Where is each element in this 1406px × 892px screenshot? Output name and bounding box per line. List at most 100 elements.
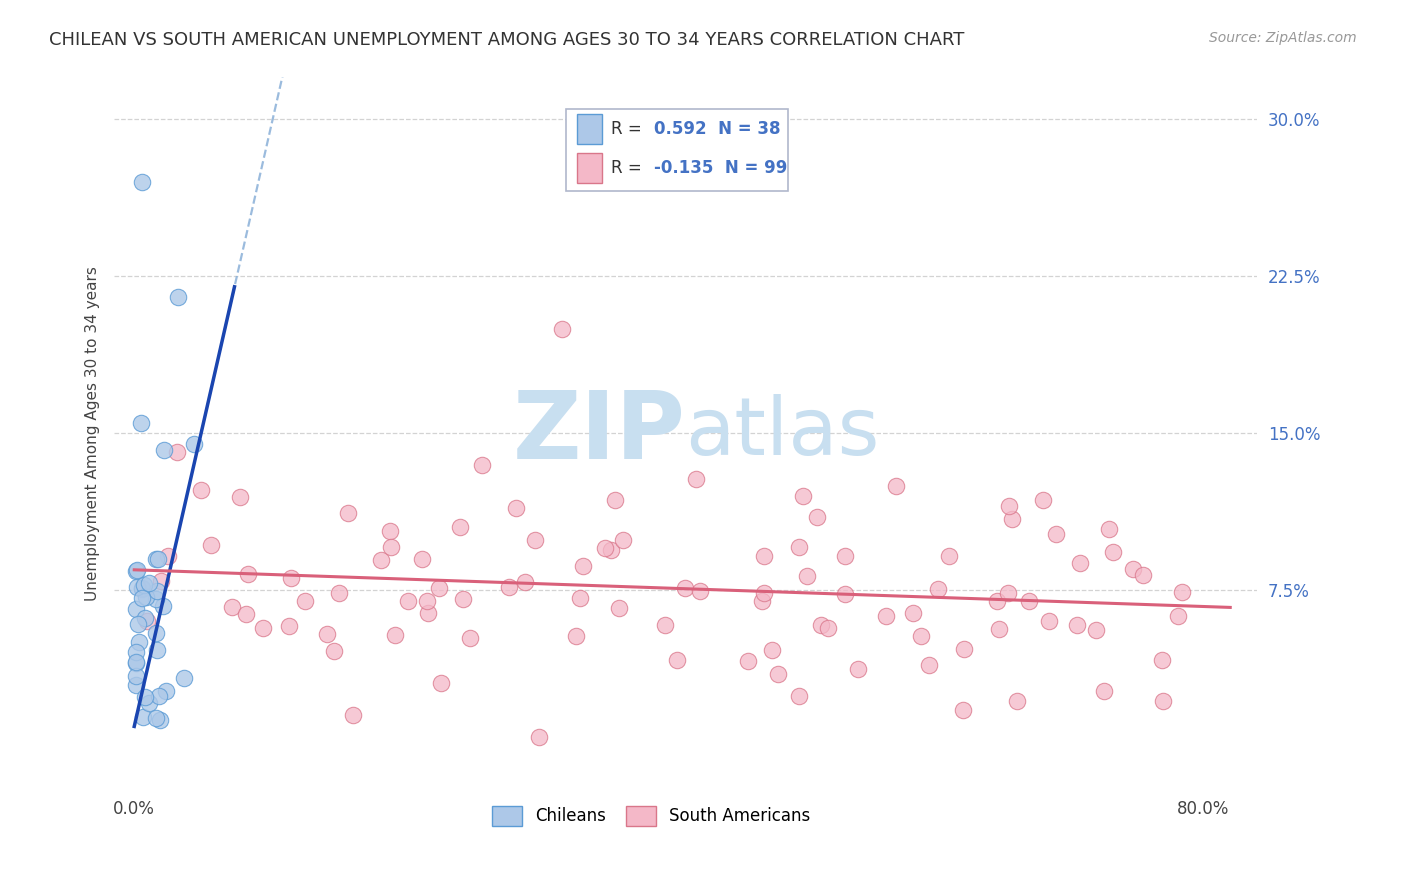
Point <box>134 611 156 625</box>
Point <box>131 709 153 723</box>
Point <box>229 490 252 504</box>
Point <box>523 533 546 547</box>
Point <box>149 574 172 589</box>
Point <box>1069 556 1091 570</box>
Point <box>145 626 167 640</box>
Point <box>834 549 856 563</box>
Point <box>498 580 520 594</box>
Point <box>1018 594 1040 608</box>
Point <box>810 617 832 632</box>
Point <box>135 590 157 604</box>
Point <box>572 558 595 573</box>
Point <box>134 690 156 705</box>
Point <box>1152 694 1174 708</box>
Point <box>752 549 775 563</box>
Point <box>380 540 402 554</box>
Point <box>200 538 222 552</box>
Point <box>458 631 481 645</box>
Point <box>605 493 627 508</box>
Point <box>952 703 974 717</box>
Point <box>565 629 588 643</box>
Point <box>128 634 150 648</box>
Point <box>380 524 402 538</box>
Text: CHILEAN VS SOUTH AMERICAN UNEMPLOYMENT AMONG AGES 30 TO 34 YEARS CORRELATION CHA: CHILEAN VS SOUTH AMERICAN UNEMPLOYMENT A… <box>49 31 965 49</box>
Point <box>673 581 696 595</box>
Point <box>787 690 810 704</box>
Point <box>685 472 707 486</box>
Text: Source: ZipAtlas.com: Source: ZipAtlas.com <box>1209 31 1357 45</box>
Point <box>1038 614 1060 628</box>
Point <box>145 711 167 725</box>
Text: 0.592  N = 38: 0.592 N = 38 <box>654 120 780 138</box>
Point <box>751 594 773 608</box>
Point <box>155 684 177 698</box>
Point <box>910 630 932 644</box>
Point <box>917 657 939 672</box>
Point <box>278 618 301 632</box>
Point <box>806 510 828 524</box>
Text: atlas: atlas <box>686 394 880 473</box>
Point <box>322 644 344 658</box>
Point <box>884 478 907 492</box>
Point <box>127 617 149 632</box>
Point <box>125 678 148 692</box>
Point <box>527 730 550 744</box>
Point <box>129 416 152 430</box>
Point <box>145 643 167 657</box>
Text: -0.135  N = 99: -0.135 N = 99 <box>654 159 787 177</box>
Point <box>337 506 360 520</box>
Point <box>138 696 160 710</box>
Point <box>131 582 153 596</box>
Text: ZIP: ZIP <box>513 387 686 479</box>
Point <box>737 654 759 668</box>
Point <box>145 552 167 566</box>
Point <box>145 591 167 606</box>
Point <box>370 553 392 567</box>
Point <box>752 585 775 599</box>
Point <box>568 591 591 605</box>
Point <box>315 627 337 641</box>
Point <box>953 641 976 656</box>
Point <box>1045 527 1067 541</box>
Point <box>986 593 1008 607</box>
Point <box>607 601 630 615</box>
Point <box>131 581 153 595</box>
Point <box>600 543 623 558</box>
Point <box>294 594 316 608</box>
Point <box>416 594 439 608</box>
Point <box>396 594 419 608</box>
Point <box>125 580 148 594</box>
Point <box>927 582 949 596</box>
Point <box>988 623 1011 637</box>
Point <box>612 533 634 548</box>
Point <box>938 549 960 563</box>
Point <box>515 574 537 589</box>
Point <box>1066 618 1088 632</box>
Point <box>1084 623 1107 637</box>
Point <box>1132 568 1154 582</box>
Point <box>328 586 350 600</box>
Point <box>817 621 839 635</box>
Bar <box>576 153 602 183</box>
Point <box>134 577 156 591</box>
Point <box>449 520 471 534</box>
Bar <box>576 114 602 145</box>
Point <box>796 569 818 583</box>
Point <box>124 655 146 669</box>
Point <box>166 444 188 458</box>
FancyBboxPatch shape <box>565 110 789 191</box>
Point <box>238 566 260 581</box>
Point <box>1000 512 1022 526</box>
Text: R =: R = <box>612 159 647 177</box>
Point <box>125 602 148 616</box>
Point <box>1122 562 1144 576</box>
Point <box>146 551 169 566</box>
Point <box>190 483 212 497</box>
Point <box>125 563 148 577</box>
Point <box>1092 683 1115 698</box>
Point <box>471 458 494 472</box>
Point <box>384 628 406 642</box>
Point <box>997 585 1019 599</box>
Point <box>131 175 153 189</box>
Point <box>789 540 811 554</box>
